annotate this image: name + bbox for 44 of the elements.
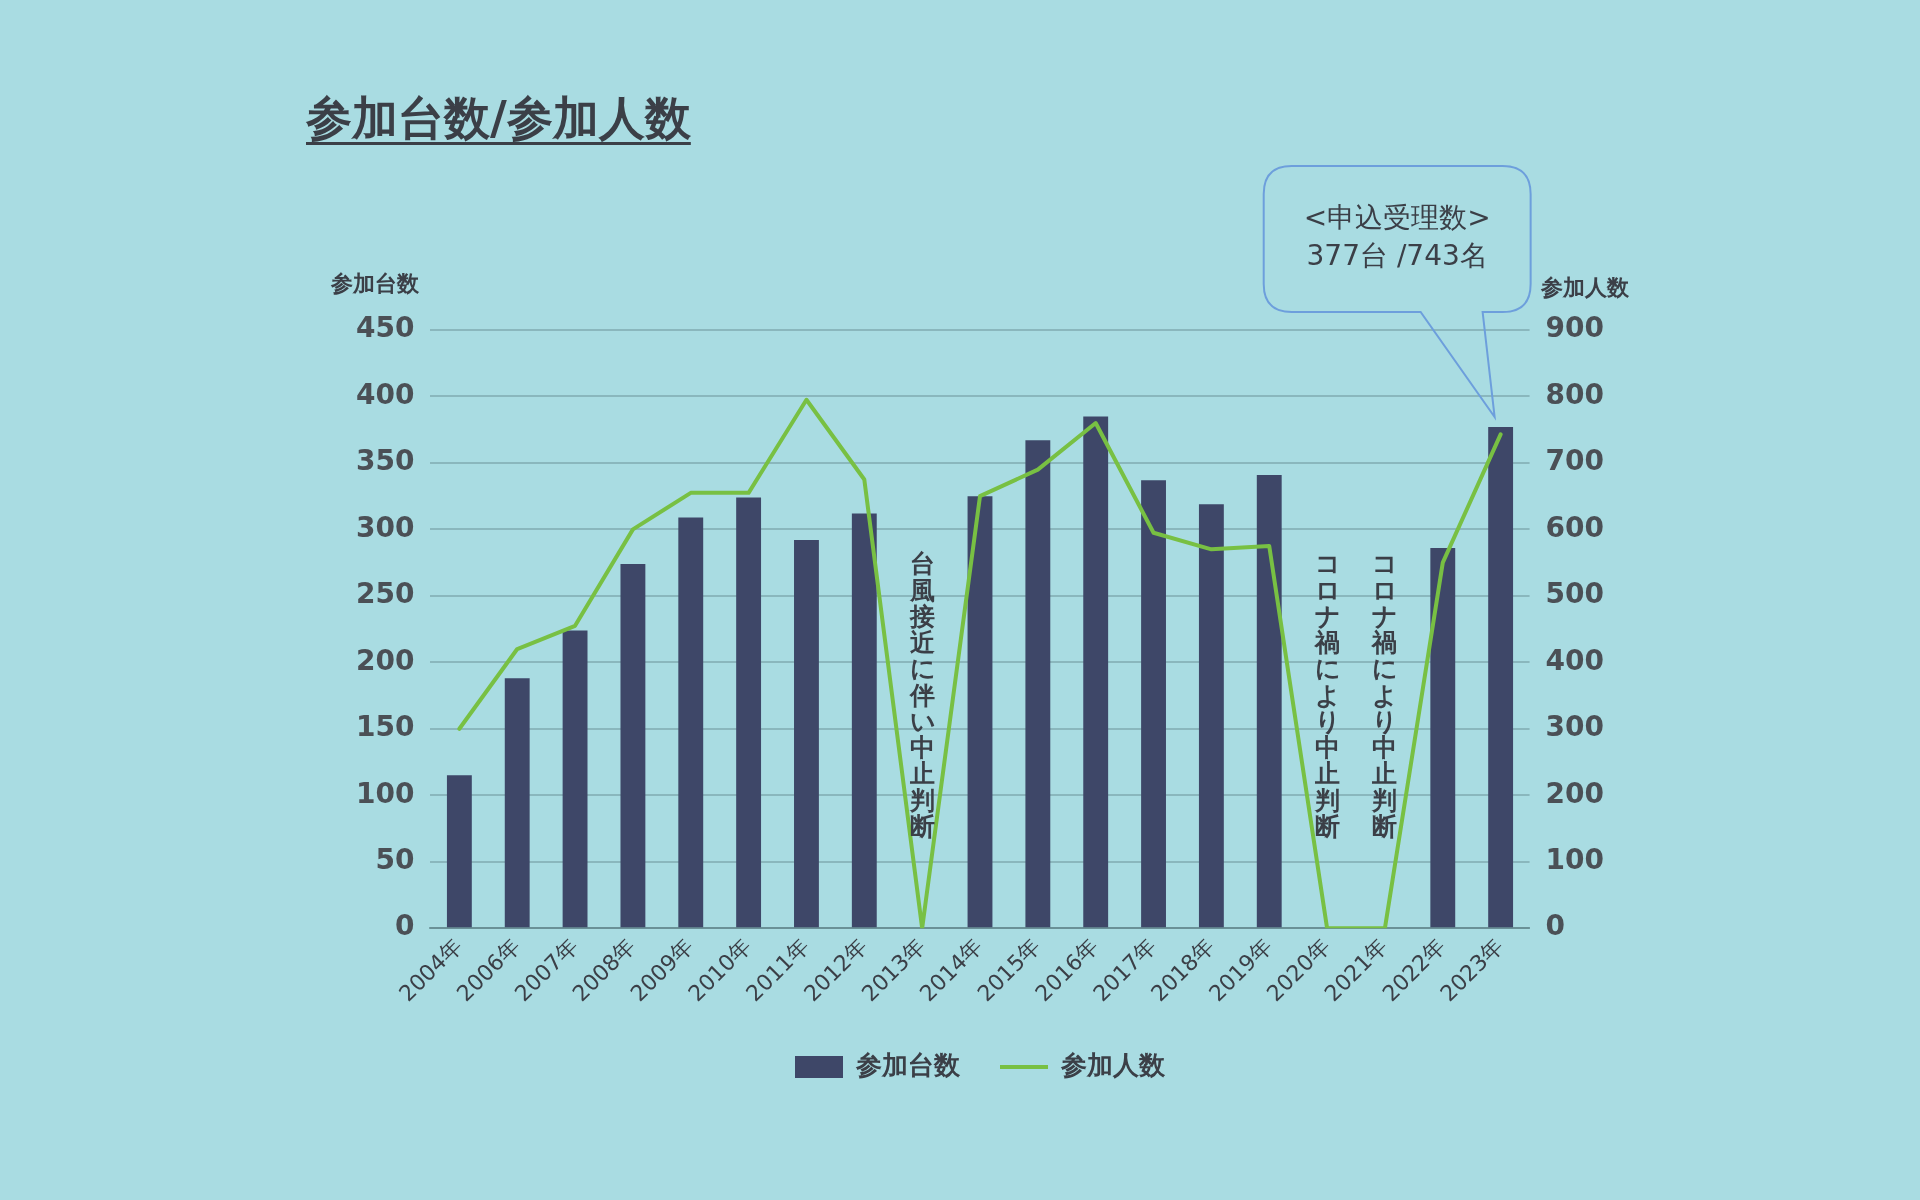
bar	[794, 540, 819, 928]
bar	[1430, 548, 1456, 928]
legend-label: 参加台数	[855, 1049, 961, 1080]
y-tick-label: 400	[355, 377, 415, 411]
bar	[851, 513, 877, 928]
y2-axis-title: 参加人数	[1539, 274, 1630, 300]
y-tick-label: 250	[355, 577, 415, 611]
bar	[620, 563, 646, 928]
chart-title: 参加台数/参加人数	[306, 90, 691, 147]
y2-tick-label: 800	[1545, 377, 1605, 411]
bar	[1141, 480, 1166, 928]
y2-tick-label: 700	[1545, 444, 1605, 478]
bar	[504, 678, 530, 928]
y-tick-label: 350	[355, 444, 415, 478]
y2-tick-label: 400	[1545, 643, 1605, 677]
y-tick-label: 150	[355, 710, 415, 744]
y-tick-label: 200	[355, 643, 415, 677]
y2-tick-label: 200	[1545, 776, 1605, 810]
bar	[1083, 416, 1109, 928]
bar	[1198, 504, 1224, 928]
y-tick-label: 100	[355, 776, 415, 810]
bar	[967, 496, 993, 928]
text: <申込受理数> 377台 /743名	[1303, 201, 1491, 273]
y-tick-label: 300	[355, 510, 415, 544]
bar	[678, 517, 704, 928]
bar	[1025, 440, 1051, 928]
y2-tick-label: 300	[1545, 710, 1605, 744]
y2-tick-label: 100	[1545, 843, 1605, 876]
text: コロナ禍により中止判断	[1314, 549, 1341, 841]
bar	[446, 775, 472, 928]
bar	[736, 497, 762, 928]
legend-label: 参加人数	[1060, 1049, 1166, 1080]
y2-tick-label: 900	[1545, 311, 1605, 345]
y-tick-label: 0	[394, 909, 415, 943]
bar	[1256, 474, 1282, 928]
y-tick-label: 50	[375, 843, 415, 876]
y2-tick-label: 0	[1545, 909, 1566, 943]
y-axis-title: 参加台数	[330, 270, 421, 296]
y-tick-label: 450	[355, 311, 415, 345]
text: コロナ禍により中止判断	[1372, 549, 1399, 841]
bar	[1488, 427, 1514, 928]
y2-tick-label: 600	[1545, 510, 1605, 544]
y2-tick-label: 500	[1545, 577, 1605, 611]
bar	[562, 630, 588, 928]
